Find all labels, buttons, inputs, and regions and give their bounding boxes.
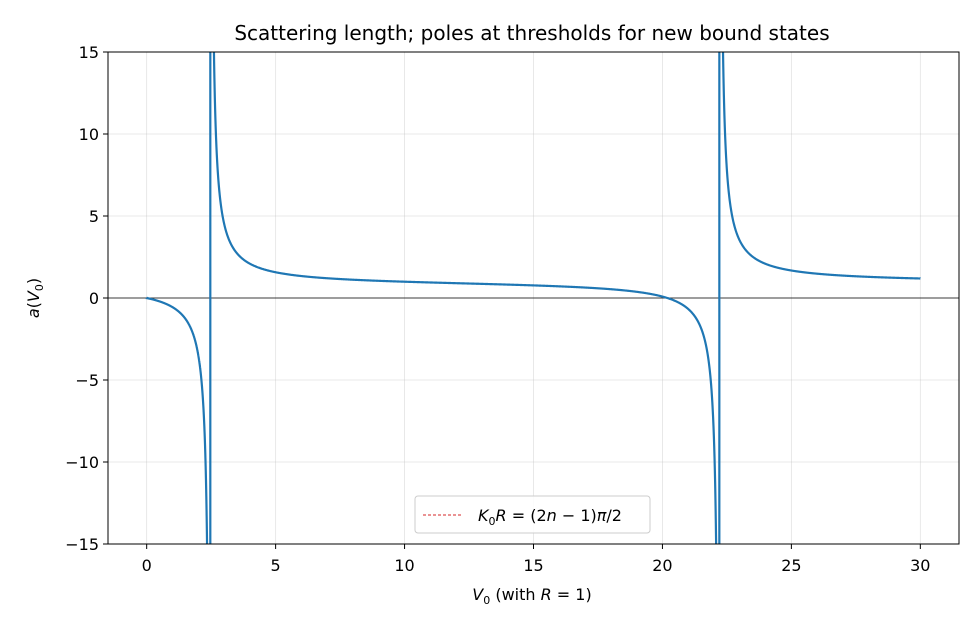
series-curve-branch <box>721 52 921 280</box>
ticks: 0 5 10 15 20 25 30 −15 −10 −5 0 5 10 15 <box>65 43 930 575</box>
x-tick-label: 30 <box>910 556 930 575</box>
legend-tail: − 1) <box>557 506 597 525</box>
legend-end: /2 <box>606 506 622 525</box>
x-tick-label: 15 <box>523 556 543 575</box>
y-axis-label-var: V <box>24 290 43 302</box>
y-tick-label: −5 <box>75 371 99 390</box>
x-axis-label-var: V <box>472 585 484 604</box>
y-axis-label-a: a <box>24 308 43 318</box>
y-axis-label-sub: 0 <box>33 284 46 291</box>
y-axis-label-open: ( <box>24 302 43 308</box>
x-tick-label: 5 <box>271 556 281 575</box>
y-tick-label: 10 <box>79 125 99 144</box>
series-curve-branch <box>209 52 721 544</box>
y-tick-label: 0 <box>89 289 99 308</box>
legend-box <box>414 495 651 534</box>
chart-title: Scattering length; poles at thresholds f… <box>234 21 829 45</box>
x-tick-label: 25 <box>781 556 801 575</box>
series-curve-branch <box>145 296 209 544</box>
legend-r: R <box>496 506 507 525</box>
legend: K0R = (2n − 1)π/2 <box>414 495 651 534</box>
legend-label: K0R = (2n − 1)π/2 <box>478 506 622 528</box>
legend-n: n <box>547 506 557 525</box>
x-axis-label: V0 (with R = 1) <box>472 585 591 607</box>
y-tick-label: −10 <box>65 453 99 472</box>
x-tick-label: 20 <box>652 556 672 575</box>
y-tick-label: 15 <box>79 43 99 62</box>
y-axis-label-close: ) <box>24 278 43 284</box>
x-tick-label: 0 <box>142 556 152 575</box>
series-curves <box>145 52 921 544</box>
legend-eq: = (2 <box>507 506 547 525</box>
x-axis-label-sub: 0 <box>483 594 490 607</box>
y-tick-label: −15 <box>65 535 99 554</box>
legend-sub: 0 <box>489 515 496 528</box>
legend-pi: π <box>597 506 607 525</box>
y-axis-label: a(V0) <box>24 278 46 318</box>
x-axis-label-rest: (with <box>490 585 540 604</box>
y-tick-label: 5 <box>89 207 99 226</box>
x-axis-label-r: R <box>541 585 552 604</box>
legend-k: K <box>478 506 490 525</box>
x-tick-label: 10 <box>394 556 414 575</box>
x-axis-label-tail: = 1) <box>552 585 592 604</box>
